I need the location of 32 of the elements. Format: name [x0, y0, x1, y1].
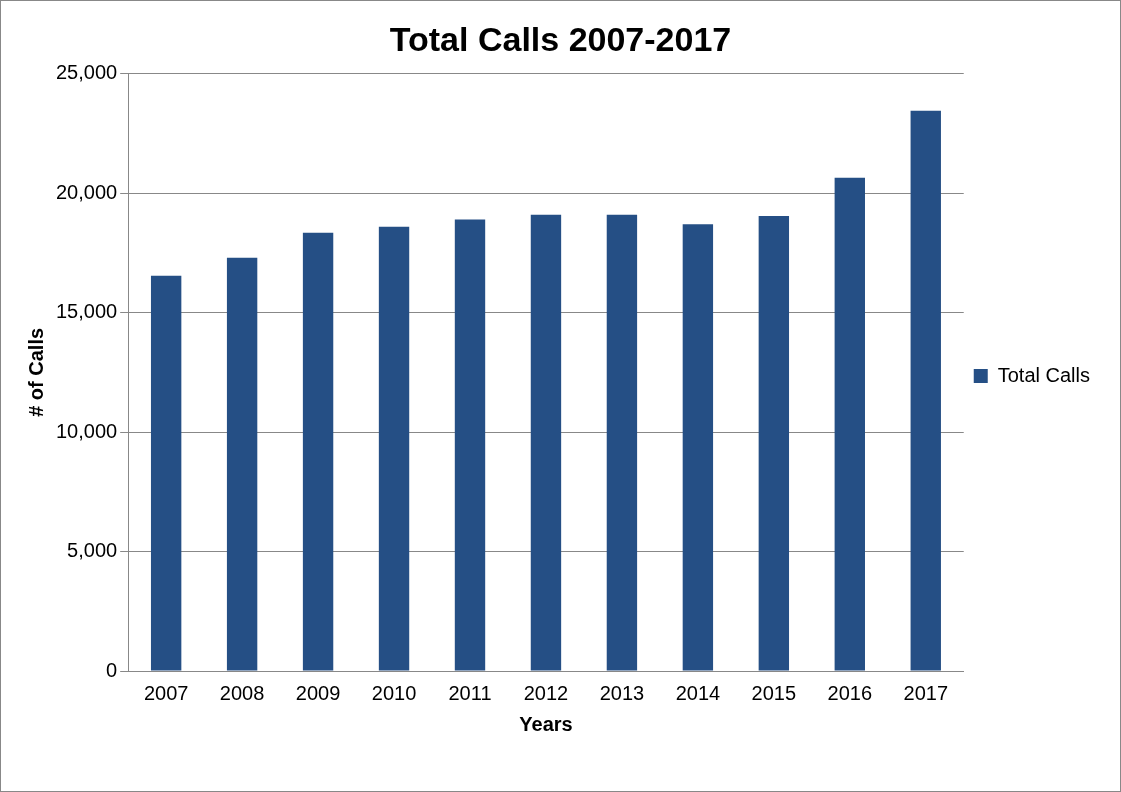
- y-tick-label: 25,000: [56, 61, 118, 84]
- x-tick-label: 2014: [675, 681, 721, 704]
- y-tick-label: 20,000: [56, 180, 118, 203]
- bar: [758, 215, 790, 671]
- chart-title: Total Calls 2007-2017: [389, 19, 732, 58]
- bar: [378, 226, 410, 671]
- bar: [834, 177, 865, 671]
- x-tick-label: 2008: [219, 681, 265, 704]
- bar: [150, 275, 182, 671]
- y-tick-label: 15,000: [56, 300, 118, 323]
- x-tick-label: 2012: [523, 681, 569, 704]
- y-tick-label: 5,000: [67, 539, 118, 562]
- x-tick-label: 2007: [143, 681, 189, 704]
- bar: [226, 257, 258, 671]
- x-tick-label: 2013: [599, 681, 645, 704]
- bar: [682, 224, 714, 671]
- bar: [606, 214, 638, 671]
- y-tick-label: 0: [106, 658, 118, 681]
- x-tick-label: 2009: [295, 681, 341, 704]
- x-tick-label: 2015: [751, 681, 797, 704]
- x-axis-title: Years: [519, 712, 573, 735]
- bar: [454, 219, 486, 671]
- bar: [302, 232, 334, 671]
- bar: [530, 214, 562, 671]
- x-tick-label: 2010: [371, 681, 417, 704]
- bar: [910, 110, 941, 671]
- x-tick-label: 2011: [448, 681, 492, 704]
- y-axis-title: # of Calls: [24, 327, 47, 417]
- legend-label: Total Calls: [997, 363, 1091, 386]
- x-tick-label: 2017: [903, 681, 949, 704]
- x-tick-label: 2016: [827, 681, 873, 704]
- y-tick-label: 10,000: [56, 419, 118, 442]
